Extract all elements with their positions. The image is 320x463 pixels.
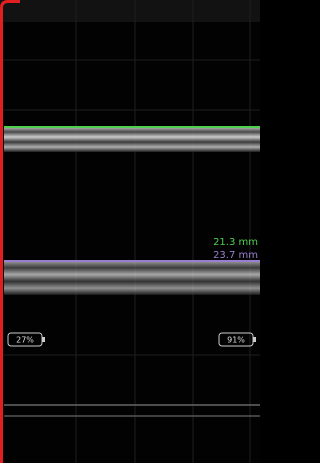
battery-level: 27% bbox=[16, 336, 34, 345]
scan-view: 21.3 mm 23.7 mm 27% 91% bbox=[0, 0, 260, 463]
tissue-band bbox=[4, 261, 260, 295]
battery-tip bbox=[42, 337, 45, 342]
tissue-band bbox=[4, 127, 260, 152]
top-noise bbox=[0, 0, 260, 22]
battery-tip bbox=[253, 337, 256, 342]
page: 21.3 mm 23.7 mm 27% 91% (() => { const d… bbox=[0, 0, 260, 463]
measurement: 21.3 mm bbox=[213, 237, 258, 248]
measurement: 23.7 mm bbox=[213, 250, 258, 261]
background bbox=[0, 0, 260, 463]
battery-level: 91% bbox=[227, 336, 245, 345]
